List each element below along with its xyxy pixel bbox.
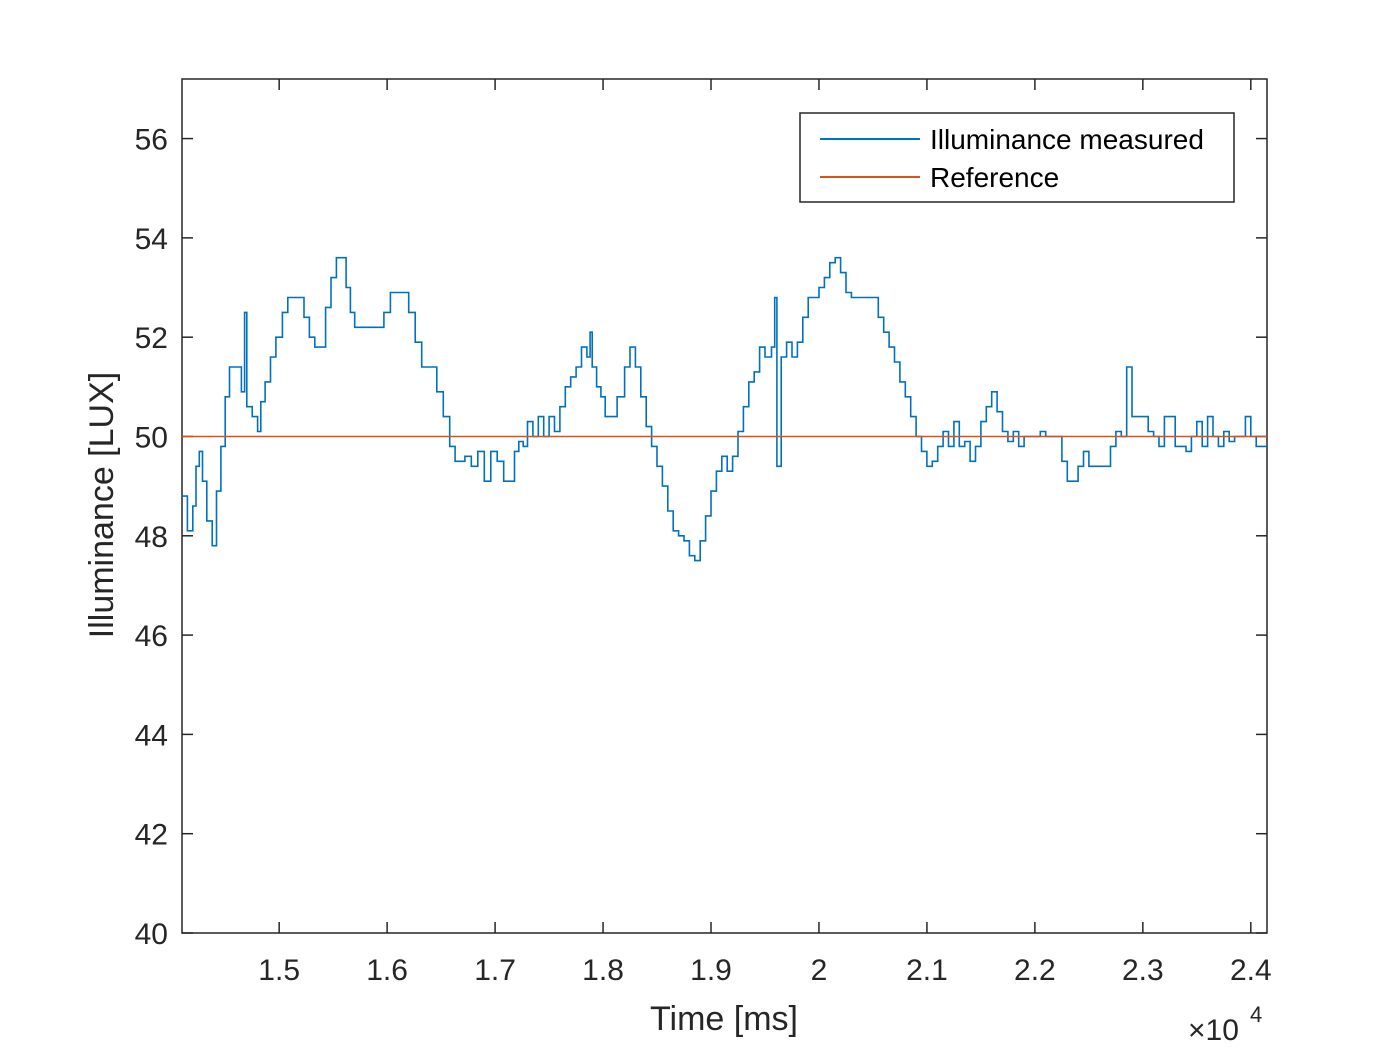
legend-label-illuminance: Illuminance measured [930, 124, 1204, 155]
x-axis-label: Time [ms] [650, 1000, 798, 1038]
x-tick-label: 2 [811, 954, 828, 987]
x-tick-label: 2.1 [906, 954, 948, 987]
y-tick-label: 46 [135, 620, 168, 653]
x-tick-label: 1.6 [366, 954, 408, 987]
legend: Illuminance measured Reference [799, 112, 1235, 203]
y-axis-label: Illuminance [LUX] [83, 372, 121, 638]
x-tick-label: 2.4 [1230, 954, 1272, 987]
plot-area: 1.5 1.6 1.7 1.8 1.9 2 2.1 2.2 2.3 2.4 40 42 44 46 48 5… [135, 78, 1272, 987]
y-tick-label: 48 [135, 521, 168, 554]
series-line-illuminance-measured [182, 256, 1267, 562]
x-tick-label: 1.5 [258, 954, 300, 987]
x-tick-label: 1.8 [582, 954, 624, 987]
y-tick-label: 52 [135, 322, 168, 355]
x-axis-ticks: 1.5 1.6 1.7 1.8 1.9 2 2.1 2.2 2.3 2.4 [258, 79, 1272, 987]
y-tick-label: 50 [135, 421, 168, 454]
y-tick-label: 54 [135, 223, 168, 256]
series-layer [182, 256, 1267, 562]
axes-frame [181, 78, 1268, 934]
x-tick-label: 1.7 [474, 954, 516, 987]
x-axis-exponent: ×10 4 [1188, 1002, 1262, 1047]
x-tick-label: 1.9 [690, 954, 732, 987]
x-tick-label: 2.3 [1122, 954, 1164, 987]
y-tick-label: 40 [135, 918, 168, 951]
x-axis-exponent-base: ×10 [1188, 1014, 1239, 1047]
x-tick-label: 2.2 [1014, 954, 1056, 987]
y-tick-label: 42 [135, 819, 168, 852]
legend-box [799, 112, 1235, 203]
y-axis-ticks: 40 42 44 46 48 50 52 54 56 [135, 124, 1267, 951]
legend-label-reference: Reference [930, 162, 1059, 193]
y-tick-label: 56 [135, 124, 168, 157]
x-axis-exponent-power: 4 [1250, 1002, 1262, 1027]
y-tick-label: 44 [135, 719, 168, 752]
